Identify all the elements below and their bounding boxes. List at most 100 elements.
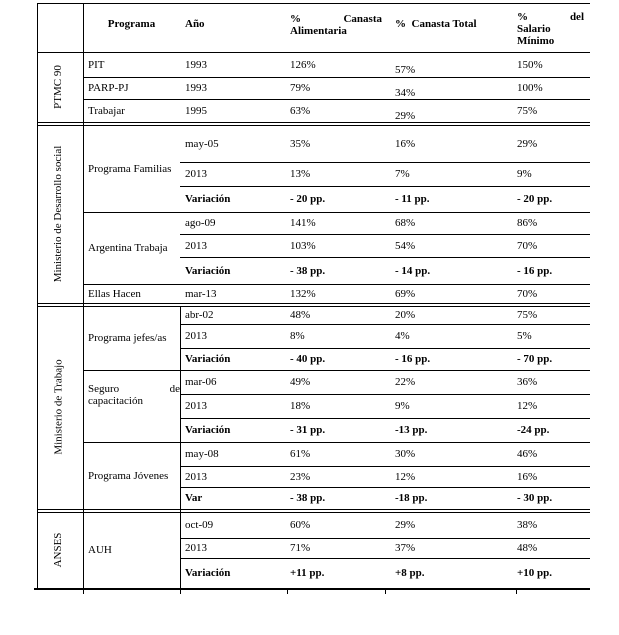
cell-variacion-label: Variación (185, 193, 231, 205)
table-row-variacion: Variación - 38 pp. - 14 pp. - 16 pp. (180, 257, 590, 284)
cell-salario-minimo: 5% (517, 330, 532, 342)
table-row: abr-02 48% 20% 75% (180, 306, 590, 324)
table-row-variacion: Variación - 20 pp. - 11 pp. - 20 pp. (180, 186, 590, 212)
cell-canasta-total: -18 pp. (395, 492, 428, 504)
cell-ano: 2013 (185, 239, 207, 252)
program-column-divider (180, 306, 181, 588)
row-border (180, 324, 590, 325)
cell-canasta-total: 12% (395, 470, 416, 483)
cell-variacion-label: Variación (185, 424, 231, 436)
cell-salario-minimo: - 16 pp. (517, 264, 553, 277)
program-label-ellas-hacen: Ellas Hacen (88, 287, 141, 300)
program-border (83, 442, 590, 443)
cell-ano: abr-02 (185, 309, 214, 321)
cell-salario-minimo: 86% (517, 217, 538, 229)
column-stub (385, 590, 386, 594)
header-bottom-border (37, 52, 590, 53)
table-row: 2013 18% 9% 12% (180, 394, 590, 418)
row-border (180, 186, 590, 187)
group-border-double-bottom (37, 512, 590, 513)
cell-canasta-total: 29% (395, 519, 416, 531)
cell-canasta-alimentaria: 132% (290, 287, 316, 300)
cell-canasta-alimentaria: 49% (290, 376, 311, 388)
table-row-variacion: Variación - 40 pp. - 16 pp. - 70 pp. (180, 348, 590, 370)
cell-canasta-alimentaria: 35% (290, 137, 311, 150)
cell-canasta-alimentaria: - 38 pp. (290, 492, 326, 504)
cell-ano: oct-09 (185, 519, 214, 531)
cell-canasta-alimentaria: 23% (290, 470, 311, 483)
table-top-border (37, 3, 590, 4)
cell-salario-minimo: 29% (517, 137, 538, 150)
table-row: 1993 79% 34% 100% (180, 77, 590, 99)
group-column-divider (83, 3, 84, 588)
table-row-variacion: Var - 38 pp. -18 pp. - 30 pp. (180, 487, 590, 509)
cell-canasta-alimentaria: 8% (290, 330, 305, 342)
cell-canasta-total: 54% (395, 239, 416, 252)
cell-ano: may-05 (185, 137, 219, 150)
cell-canasta-total: 7% (395, 168, 410, 180)
row-border (180, 394, 590, 395)
cell-canasta-total: +8 pp. (395, 567, 425, 579)
cell-canasta-alimentaria: 126% (290, 58, 316, 71)
cell-canasta-alimentaria: - 38 pp. (290, 264, 326, 277)
column-stub (516, 590, 517, 594)
table-row: ago-09 141% 68% 86% (180, 212, 590, 234)
cell-variacion-label: Variación (185, 567, 231, 579)
table-row: 2013 8% 4% 5% (180, 324, 590, 348)
row-border (180, 234, 590, 235)
group-label-anses: ANSES (52, 532, 64, 568)
cell-canasta-alimentaria: +11 pp. (290, 567, 325, 579)
cell-canasta-alimentaria: 71% (290, 542, 311, 554)
cell-canasta-total: 20% (395, 309, 416, 321)
column-stub (180, 590, 181, 594)
table-row: 2013 23% 12% 16% (180, 466, 590, 487)
cell-salario-minimo: 75% (517, 309, 538, 321)
cell-salario-minimo: 75% (517, 104, 538, 117)
cell-canasta-total: 68% (395, 217, 416, 229)
table-row: 2013 103% 54% 70% (180, 234, 590, 257)
cell-salario-minimo: +10 pp. (517, 567, 553, 579)
row-border (180, 348, 590, 349)
cell-canasta-total: 69% (395, 287, 416, 300)
group-border-double-bottom (37, 306, 590, 307)
column-header-salario-minimo: % del Salario Mínimo (513, 3, 590, 52)
header-sm-pct: % (517, 11, 528, 23)
cell-ano: 1993 (185, 82, 207, 94)
program-label-programa-familias: Programa Familias (88, 162, 172, 175)
cell-canasta-total: 29% (395, 109, 416, 122)
program-border (83, 284, 590, 285)
cell-salario-minimo: 46% (517, 448, 538, 460)
cell-salario-minimo: -24 pp. (517, 424, 550, 436)
row-border (83, 77, 590, 78)
group-label-ministerio-desarrollo-social: Ministerio de Desarrollo social (52, 145, 64, 283)
header-sm-line2: Salario (517, 23, 551, 35)
cell-ano: mar-06 (185, 376, 217, 388)
cell-canasta-alimentaria: 79% (290, 82, 311, 94)
cell-ano: 1993 (185, 58, 207, 71)
group-label-ministerio-trabajo: Ministerio de Trabajo (52, 359, 65, 455)
cell-salario-minimo: 36% (517, 376, 538, 388)
cell-salario-minimo: - 20 pp. (517, 193, 553, 205)
cell-variacion-label: Var (185, 492, 203, 504)
header-ca-word: Canasta (343, 13, 382, 25)
row-border (180, 162, 590, 163)
row-border (180, 558, 590, 559)
program-label-parp-pj: PARP-PJ (88, 82, 129, 94)
program-label-pit: PIT (88, 58, 105, 71)
cell-canasta-alimentaria: 13% (290, 168, 311, 180)
header-sm-word: del (569, 11, 584, 23)
table-left-border (37, 3, 38, 588)
header-sm-line3: Mínimo (517, 35, 555, 47)
program-label-argentina-trabaja: Argentina Trabaja (88, 242, 168, 254)
program-label-seguro-capacitacion: Seguro de capacitación (88, 383, 180, 407)
cell-canasta-alimentaria: 48% (290, 309, 311, 321)
cell-salario-minimo: 70% (517, 287, 538, 300)
cell-canasta-alimentaria: 18% (290, 400, 311, 412)
cell-canasta-total: 22% (395, 376, 416, 388)
cell-canasta-alimentaria: 63% (290, 104, 311, 117)
program-border (83, 370, 590, 371)
table-row: 1993 126% 57% 150% (180, 52, 590, 77)
row-border (180, 257, 590, 258)
row-border (180, 538, 590, 539)
table-row: mar-13 132% 69% 70% (180, 284, 590, 303)
